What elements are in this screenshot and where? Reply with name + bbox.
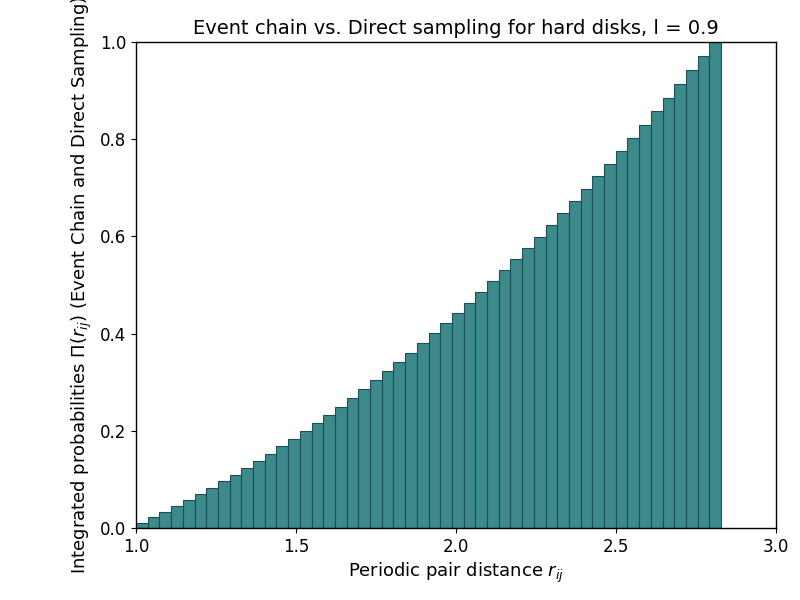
Bar xyxy=(171,506,183,528)
Bar xyxy=(242,468,253,528)
Bar xyxy=(616,151,627,528)
Bar xyxy=(534,236,546,528)
Bar xyxy=(358,389,370,528)
Bar xyxy=(311,423,323,528)
Bar xyxy=(429,333,440,528)
Bar xyxy=(230,475,242,528)
Y-axis label: Integrated probabilities $\Pi(r_{ij})$ (Event Chain and Direct Sampling): Integrated probabilities $\Pi(r_{ij})$ (… xyxy=(70,0,94,574)
Bar xyxy=(300,431,311,528)
Bar xyxy=(346,398,358,528)
Bar xyxy=(323,415,335,528)
Bar xyxy=(452,313,464,528)
Title: Event chain vs. Direct sampling for hard disks, l = 0.9: Event chain vs. Direct sampling for hard… xyxy=(193,19,719,38)
Bar xyxy=(592,176,604,528)
Bar xyxy=(475,292,487,528)
Bar xyxy=(277,446,288,528)
Bar xyxy=(405,353,417,528)
Bar xyxy=(522,248,534,528)
Bar xyxy=(370,380,382,528)
Bar xyxy=(569,201,581,528)
Bar xyxy=(498,271,510,528)
Bar xyxy=(253,461,265,528)
Bar xyxy=(546,225,558,528)
Bar xyxy=(206,488,218,528)
Bar xyxy=(558,213,569,528)
Bar xyxy=(510,259,522,528)
Bar xyxy=(194,494,206,528)
Bar xyxy=(136,523,148,528)
Bar xyxy=(487,281,498,528)
Bar xyxy=(288,439,300,528)
Bar xyxy=(335,407,346,528)
Bar xyxy=(394,362,405,528)
Bar xyxy=(639,125,651,528)
Bar xyxy=(710,42,721,528)
Bar xyxy=(159,512,171,528)
Bar xyxy=(183,500,194,528)
Bar xyxy=(686,70,698,528)
Bar xyxy=(382,371,394,528)
X-axis label: Periodic pair distance $r_{ij}$: Periodic pair distance $r_{ij}$ xyxy=(348,561,564,586)
Bar xyxy=(698,56,710,528)
Bar xyxy=(581,189,592,528)
Bar xyxy=(674,84,686,528)
Bar xyxy=(265,454,277,528)
Bar xyxy=(417,343,429,528)
Bar xyxy=(651,112,662,528)
Bar xyxy=(440,323,452,528)
Bar xyxy=(662,98,674,528)
Bar xyxy=(604,164,616,528)
Bar xyxy=(148,517,159,528)
Bar xyxy=(464,302,475,528)
Bar xyxy=(218,481,230,528)
Bar xyxy=(627,138,639,528)
